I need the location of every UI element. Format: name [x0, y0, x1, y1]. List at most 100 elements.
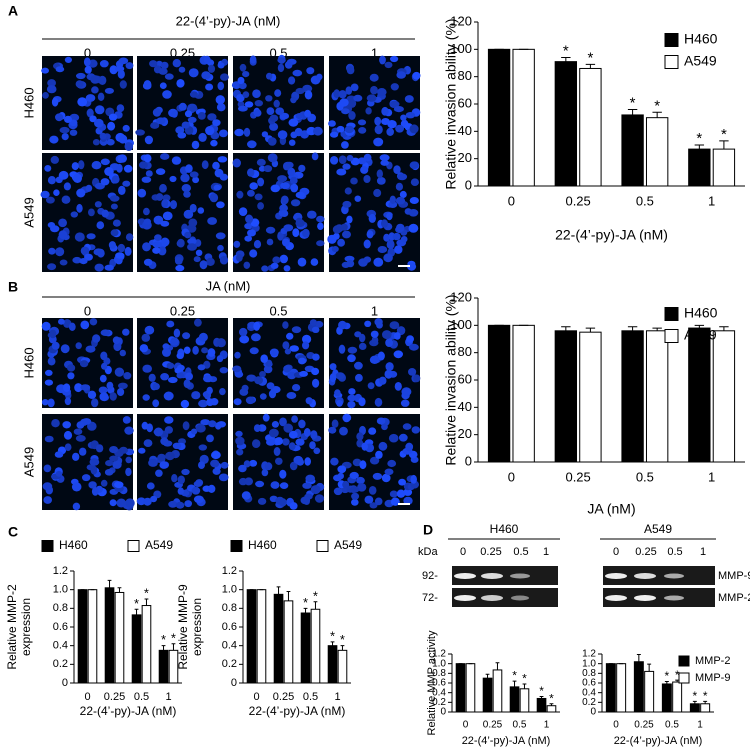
- micrograph: [137, 318, 228, 409]
- nucleus: [388, 201, 398, 209]
- nucleus: [280, 210, 289, 217]
- y-tick-label: 0.8: [222, 602, 237, 614]
- nucleus: [282, 238, 290, 247]
- nucleus: [189, 203, 197, 213]
- nucleus: [337, 238, 345, 247]
- bar: [661, 683, 672, 713]
- nucleus: [58, 170, 69, 180]
- nucleus: [116, 498, 127, 508]
- nucleus: [410, 178, 419, 186]
- image-row-label: A549: [21, 197, 36, 227]
- nucleus: [295, 87, 305, 95]
- nucleus: [237, 76, 245, 85]
- y-tick-label: 120: [450, 13, 472, 28]
- nucleus: [261, 265, 269, 272]
- nucleus: [353, 94, 363, 102]
- nucleus: [89, 318, 98, 326]
- nucleus: [83, 57, 91, 67]
- error-bar: [647, 663, 652, 672]
- nucleus: [261, 131, 269, 138]
- nucleus: [287, 167, 296, 177]
- nucleus: [234, 351, 241, 359]
- error-bar: [485, 673, 490, 679]
- nucleus: [288, 76, 296, 85]
- nucleus: [156, 117, 166, 125]
- nucleus: [273, 99, 280, 108]
- gel-band: [664, 573, 684, 579]
- y-axis-label: Relative MMP-9: [176, 584, 190, 670]
- nucleus: [55, 470, 63, 477]
- nucleus: [77, 97, 88, 107]
- nucleus: [189, 171, 199, 178]
- nucleus: [342, 163, 351, 170]
- nucleus: [89, 458, 100, 466]
- nucleus: [152, 399, 160, 408]
- nucleus: [282, 341, 290, 350]
- nucleus: [396, 223, 405, 233]
- nucleus: [50, 155, 59, 164]
- image-row-label: H460: [21, 347, 36, 378]
- nucleus: [212, 161, 220, 170]
- nucleus: [75, 435, 86, 442]
- nucleus: [152, 383, 160, 390]
- nucleus: [153, 215, 164, 225]
- nucleus: [347, 394, 357, 402]
- nucleus: [385, 362, 394, 372]
- nucleus: [298, 419, 306, 429]
- nucleus: [219, 173, 228, 181]
- nucleus: [288, 442, 296, 451]
- nucleus: [94, 105, 105, 115]
- nucleus: [160, 373, 170, 381]
- nucleus: [400, 236, 408, 243]
- nucleus: [389, 195, 396, 204]
- micrograph: [137, 153, 229, 272]
- nucleus: [88, 481, 97, 489]
- gel-group: A549: [644, 522, 672, 536]
- nucleus: [80, 384, 91, 391]
- legend-label: A549: [145, 538, 173, 552]
- legend-label: A549: [684, 53, 717, 69]
- nucleus: [395, 182, 403, 191]
- nucleus: [117, 154, 127, 163]
- error-bar: [107, 579, 112, 588]
- nucleus: [80, 246, 90, 256]
- nucleus: [390, 497, 400, 506]
- gel-lane-label: 0.25: [480, 546, 501, 558]
- bar: [87, 589, 98, 684]
- bar: [579, 331, 602, 463]
- nucleus: [402, 388, 411, 396]
- bar: [688, 148, 711, 187]
- nucleus: [244, 477, 253, 486]
- legend-swatch: [127, 540, 140, 552]
- nucleus: [350, 177, 358, 185]
- significance-mark: *: [721, 126, 727, 143]
- nucleus: [374, 116, 382, 126]
- y-tick-label: 1.0: [432, 658, 446, 669]
- nucleus: [236, 448, 244, 456]
- significance-mark: *: [144, 585, 149, 600]
- nucleus: [206, 386, 213, 395]
- nucleus: [91, 487, 99, 496]
- nucleus: [393, 106, 404, 113]
- nucleus: [160, 153, 170, 160]
- x-tick-label: 0.25: [273, 691, 294, 703]
- x-tick-label: 0.5: [513, 720, 527, 731]
- nucleus: [369, 355, 380, 364]
- nucleus: [171, 156, 182, 165]
- nucleus: [92, 139, 100, 146]
- nucleus: [313, 126, 323, 136]
- nucleus: [238, 464, 247, 473]
- nucleus: [166, 320, 175, 328]
- gel-band-label: MMP-2: [718, 592, 750, 604]
- nucleus: [67, 372, 75, 380]
- legend-swatch: [678, 672, 690, 684]
- micrograph: [41, 56, 134, 151]
- nucleus: [124, 142, 134, 151]
- nucleus: [258, 165, 266, 172]
- error-bar: [495, 662, 500, 670]
- nucleus: [92, 334, 101, 343]
- y-tick-label: 100: [450, 317, 472, 332]
- nucleus: [104, 167, 114, 176]
- y-tick-label: 0.2: [222, 658, 237, 670]
- y-tick-label: 0: [231, 677, 237, 689]
